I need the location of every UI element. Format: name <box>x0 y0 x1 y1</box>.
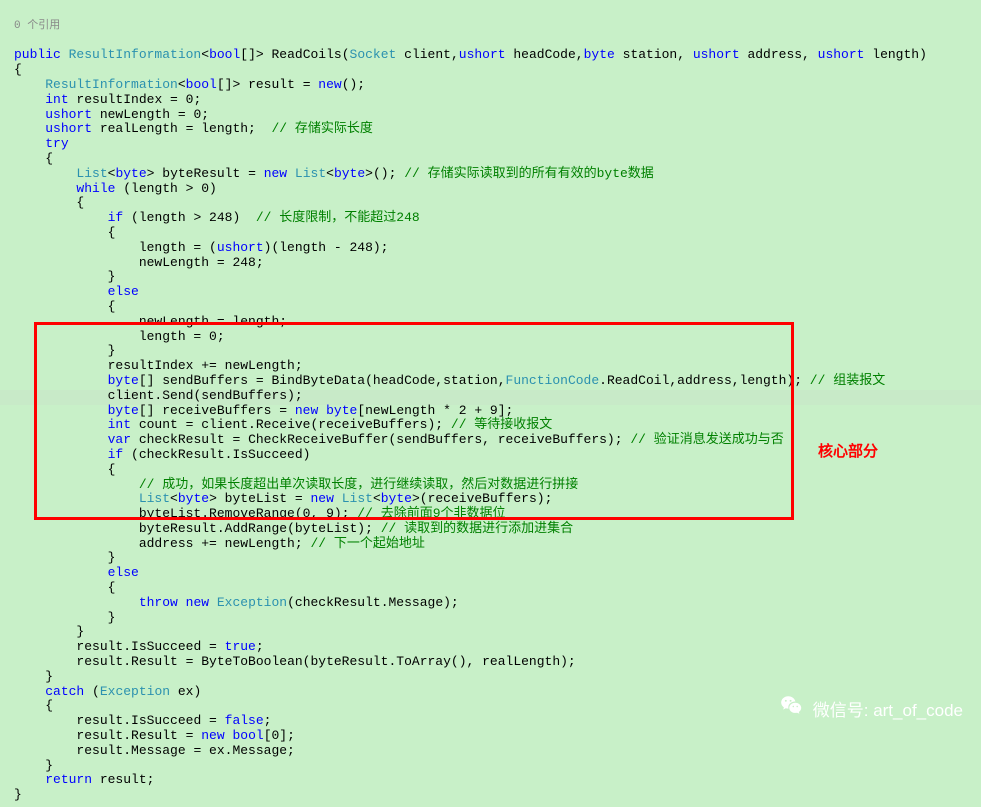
code-editor[interactable]: 0 个引用 public ResultInformation<bool[]> R… <box>0 0 981 807</box>
code-line[interactable]: if (length > 248) // 长度限制，不能超过248 <box>14 211 981 226</box>
code-line[interactable]: while (length > 0) <box>14 182 981 197</box>
annotation-label: 核心部分 <box>818 440 878 461</box>
code-line[interactable]: } <box>14 270 981 285</box>
watermark-text: 微信号: art_of_code <box>813 696 963 721</box>
code-line[interactable]: List<byte> byteResult = new List<byte>()… <box>14 167 981 182</box>
code-line[interactable]: int resultIndex = 0; <box>14 93 981 108</box>
code-line[interactable]: { <box>14 463 981 478</box>
code-line[interactable]: byteResult.AddRange(byteList); // 读取到的数据… <box>14 522 981 537</box>
code-line[interactable]: throw new Exception(checkResult.Message)… <box>14 596 981 611</box>
code-line[interactable]: // 成功，如果长度超出单次读取长度，进行继续读取，然后对数据进行拼接 <box>14 478 981 493</box>
code-line[interactable]: { <box>14 152 981 167</box>
code-line[interactable]: byteList.RemoveRange(0, 9); // 去除前面9个非数据… <box>14 507 981 522</box>
code-line[interactable]: } <box>14 759 981 774</box>
code-line[interactable]: } <box>14 611 981 626</box>
code-line[interactable]: resultIndex += newLength; <box>14 359 981 374</box>
code-line[interactable]: } <box>14 551 981 566</box>
code-line[interactable]: { <box>14 226 981 241</box>
code-line[interactable]: byte[] sendBuffers = BindByteData(headCo… <box>14 374 981 389</box>
code-line[interactable]: result.Result = new bool[0]; <box>14 729 981 744</box>
code-line[interactable]: else <box>14 285 981 300</box>
code-line[interactable]: int count = client.Receive(receiveBuffer… <box>14 418 981 433</box>
code-line[interactable]: result.IsSucceed = true; <box>14 640 981 655</box>
gutter-annotation: 0 个引用 <box>14 19 981 34</box>
code-line[interactable]: newLength = 248; <box>14 256 981 271</box>
code-line[interactable]: { <box>14 300 981 315</box>
code-line[interactable]: client.Send(sendBuffers); <box>14 389 981 404</box>
code-line[interactable]: } <box>14 625 981 640</box>
code-line[interactable]: else <box>14 566 981 581</box>
code-line[interactable]: newLength = length; <box>14 315 981 330</box>
code-line[interactable]: } <box>14 788 981 803</box>
code-line[interactable]: List<byte> byteList = new List<byte>(rec… <box>14 492 981 507</box>
wechat-icon <box>779 693 805 724</box>
code-line[interactable]: try <box>14 137 981 152</box>
code-line[interactable]: ResultInformation<bool[]> result = new()… <box>14 78 981 93</box>
code-line[interactable]: result.Message = ex.Message; <box>14 744 981 759</box>
code-line[interactable]: { <box>14 581 981 596</box>
code-line[interactable]: ushort realLength = length; // 存储实际长度 <box>14 122 981 137</box>
code-line[interactable]: { <box>14 63 981 78</box>
code-line[interactable]: public ResultInformation<bool[]> ReadCoi… <box>14 48 981 63</box>
code-line[interactable]: length = 0; <box>14 330 981 345</box>
watermark: 微信号: art_of_code <box>779 693 963 724</box>
code-line[interactable]: } <box>14 344 981 359</box>
code-line[interactable]: address += newLength; // 下一个起始地址 <box>14 537 981 552</box>
code-line[interactable]: { <box>14 196 981 211</box>
code-line[interactable]: } <box>14 670 981 685</box>
code-line[interactable]: result.Result = ByteToBoolean(byteResult… <box>14 655 981 670</box>
code-line[interactable]: length = (ushort)(length - 248); <box>14 241 981 256</box>
code-line[interactable]: return result; <box>14 773 981 788</box>
